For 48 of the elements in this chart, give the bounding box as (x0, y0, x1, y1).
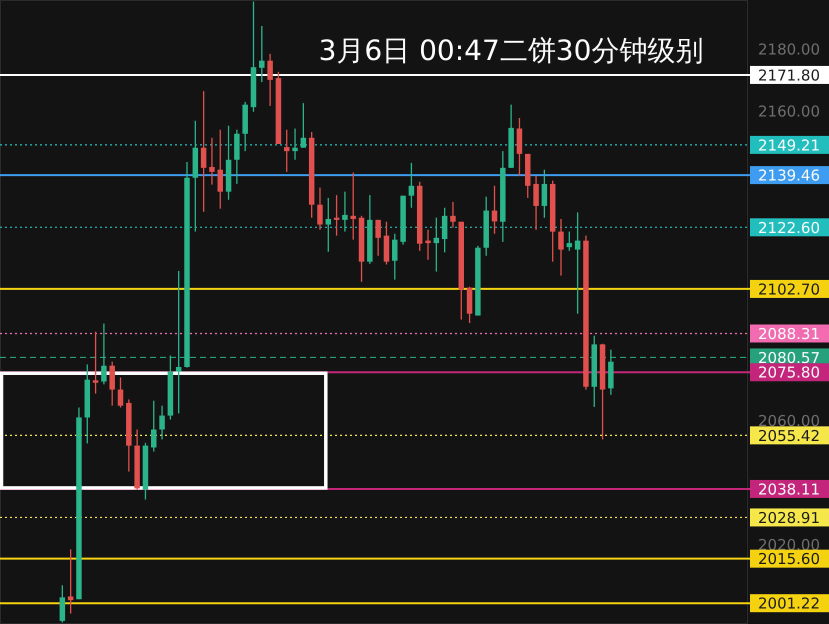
candlestick (151, 400, 156, 452)
ref-line-label: 2139.46 (758, 166, 820, 185)
candlestick (326, 197, 332, 252)
candlestick (566, 230, 572, 252)
candlestick (118, 376, 124, 408)
ref-line-label: 2028.91 (758, 508, 820, 527)
candlestick (574, 212, 580, 314)
candlestick (425, 229, 431, 260)
candlestick (342, 191, 348, 232)
candlestick (450, 201, 456, 228)
candlestick (68, 548, 74, 614)
y-tick-label: 2160.00 (758, 102, 820, 120)
candlestick (542, 169, 548, 218)
candlestick (442, 207, 448, 254)
candlestick (92, 331, 98, 394)
candlestick (300, 102, 306, 148)
candlestick (350, 172, 356, 240)
ref-line-label: 2038.11 (758, 480, 820, 498)
candlestick (109, 361, 115, 406)
ref-line-label: 2171.80 (758, 66, 820, 84)
candlestick (492, 185, 498, 234)
candlestick (200, 90, 206, 212)
candlestick (375, 219, 381, 256)
candlestick (533, 175, 539, 230)
candlestick (159, 405, 165, 440)
candlestick (392, 233, 398, 280)
y-tick-label: 2180.00 (758, 40, 820, 59)
ref-line-label: 2088.31 (758, 324, 820, 343)
ref-line-label: 2015.60 (758, 550, 820, 568)
ref-line-label: 2122.60 (758, 218, 820, 237)
candlestick (218, 129, 223, 210)
ref-line-label: 2102.70 (758, 280, 820, 298)
candlestick (267, 53, 273, 107)
candlestick (558, 218, 564, 276)
candlestick (317, 187, 323, 230)
candlestick (284, 129, 290, 173)
candlestick (209, 137, 215, 186)
candlestick (259, 25, 265, 83)
candlestick (176, 270, 182, 414)
ref-line-label: 2001.22 (758, 594, 820, 613)
candlestick (434, 217, 440, 272)
candlestick (292, 128, 298, 160)
candlestick (334, 194, 340, 236)
text: 3月6日 00:47二饼30分钟级别 (318, 34, 704, 67)
candlestick (101, 322, 107, 385)
ref-line-label: 2149.21 (758, 136, 820, 154)
candlestick (60, 584, 66, 624)
candlestick (408, 162, 414, 208)
